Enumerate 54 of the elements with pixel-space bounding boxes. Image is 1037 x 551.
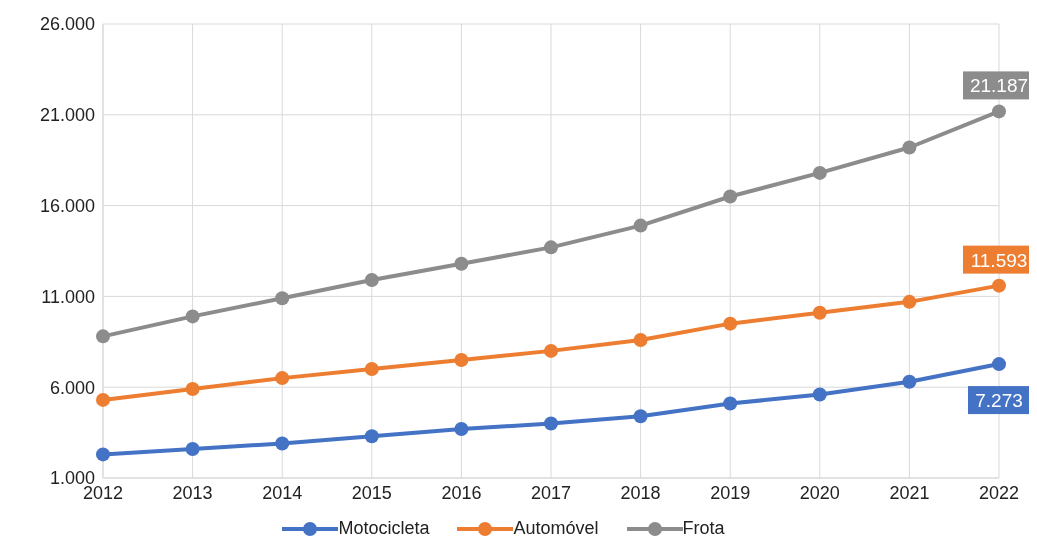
point xyxy=(544,343,558,358)
point xyxy=(96,392,110,407)
x-tick-label: 2022 xyxy=(978,482,1020,503)
point xyxy=(364,429,379,444)
point xyxy=(454,421,469,436)
point xyxy=(275,291,290,306)
data-label: 11.593 xyxy=(970,249,1028,271)
legend-label: Automóvel xyxy=(513,518,599,539)
point xyxy=(185,441,200,456)
point xyxy=(275,371,290,386)
x-tick-label: 2014 xyxy=(262,482,303,503)
point xyxy=(364,273,379,288)
point xyxy=(812,387,827,402)
data-label: 21.187 xyxy=(969,75,1029,97)
y-tick-label: 26.000 xyxy=(39,14,95,35)
point xyxy=(812,305,827,320)
point xyxy=(633,332,648,347)
x-tick-label: 2013 xyxy=(172,482,213,503)
x-tick-label: 2020 xyxy=(799,482,840,503)
point xyxy=(544,416,558,431)
point xyxy=(723,189,738,204)
y-tick-label: 6.000 xyxy=(49,377,95,398)
legend-label: Motocicleta xyxy=(338,518,430,539)
data-label: 7.273 xyxy=(975,390,1023,412)
point xyxy=(992,104,1006,119)
point xyxy=(275,436,290,451)
point xyxy=(992,357,1006,372)
point xyxy=(185,309,200,324)
point xyxy=(454,352,469,367)
x-tick-label: 2015 xyxy=(351,482,392,503)
point xyxy=(544,240,558,255)
point xyxy=(723,316,738,331)
point xyxy=(96,447,110,462)
point xyxy=(364,362,379,377)
point xyxy=(633,218,648,233)
point xyxy=(992,278,1006,293)
x-tick-label: 2017 xyxy=(530,482,572,503)
point xyxy=(902,294,917,309)
point xyxy=(902,140,917,155)
x-tick-label: 2021 xyxy=(889,482,930,503)
y-tick-label: 16.000 xyxy=(39,195,95,216)
x-tick-label: 2019 xyxy=(710,482,751,503)
x-tick-label: 2018 xyxy=(620,482,661,503)
point xyxy=(185,382,200,397)
y-tick-label: 11.000 xyxy=(41,286,95,307)
point xyxy=(454,256,469,271)
point xyxy=(812,165,827,180)
point xyxy=(723,396,738,411)
point xyxy=(96,329,110,344)
legend-label: Frota xyxy=(682,518,725,539)
point xyxy=(633,409,648,424)
point xyxy=(902,374,917,389)
x-tick-label: 2016 xyxy=(441,482,482,503)
y-tick-label: 21.000 xyxy=(39,105,95,126)
